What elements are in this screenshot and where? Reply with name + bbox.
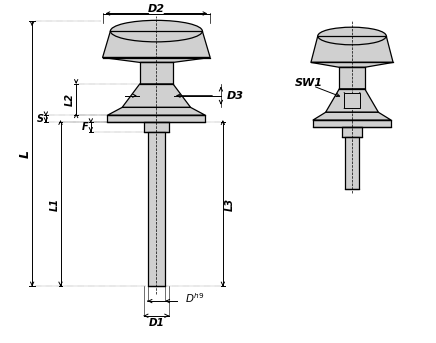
Text: D3: D3	[227, 91, 244, 101]
Polygon shape	[313, 112, 391, 120]
Text: L2: L2	[65, 93, 75, 106]
Polygon shape	[342, 127, 362, 137]
Polygon shape	[339, 67, 365, 89]
Text: L: L	[19, 150, 32, 158]
Ellipse shape	[110, 20, 202, 42]
Polygon shape	[147, 132, 165, 286]
Polygon shape	[344, 93, 360, 108]
Polygon shape	[122, 84, 191, 107]
Polygon shape	[107, 107, 205, 115]
Polygon shape	[102, 58, 210, 62]
Polygon shape	[140, 62, 173, 84]
Polygon shape	[311, 62, 393, 67]
Polygon shape	[107, 115, 205, 122]
Polygon shape	[143, 122, 169, 132]
Ellipse shape	[318, 27, 386, 45]
Text: $D^{h9}$: $D^{h9}$	[185, 291, 204, 305]
Polygon shape	[326, 89, 378, 112]
Polygon shape	[345, 137, 359, 189]
Text: L1: L1	[50, 198, 60, 211]
Text: SW1: SW1	[295, 78, 323, 88]
Text: S: S	[37, 114, 44, 124]
Polygon shape	[102, 31, 210, 58]
Text: F: F	[82, 122, 88, 132]
Polygon shape	[313, 120, 391, 127]
Text: D1: D1	[148, 318, 164, 328]
Text: L3: L3	[225, 198, 235, 211]
Polygon shape	[311, 36, 393, 62]
Text: D2: D2	[148, 4, 165, 14]
